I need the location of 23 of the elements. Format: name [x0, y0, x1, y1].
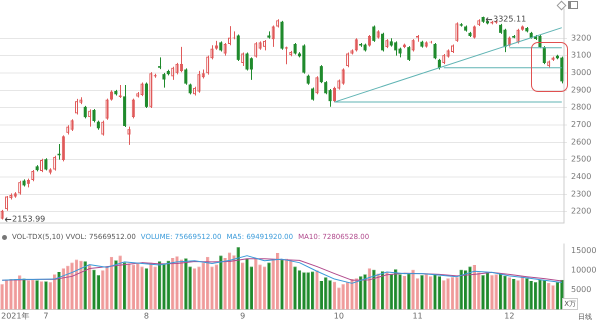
y-tick-label: 2600	[571, 137, 592, 146]
y-tick-label: 2400	[571, 172, 592, 181]
annotation: 2153.99	[12, 214, 46, 224]
x-tick-label: 11	[412, 311, 423, 320]
y-tick-label: 3000	[571, 68, 592, 78]
y-tick-label: 2200	[571, 206, 592, 216]
y-tick-label: 2300	[571, 189, 592, 198]
x-tick-label: 10	[334, 311, 344, 320]
y-tick-label: 2700	[571, 120, 592, 130]
x-tick-label: 9	[240, 311, 246, 320]
y-tick-label: 2900	[571, 85, 592, 94]
y-tick-label: 10000	[571, 266, 596, 275]
y-tick-label: 3200	[571, 33, 592, 42]
x-tick-label: 8	[144, 311, 150, 320]
y-tick-label: 15000	[571, 246, 596, 256]
x-tick-label: 7	[43, 311, 48, 320]
y-tick-label: 2800	[571, 102, 592, 112]
x-tick-label: 12	[504, 311, 514, 320]
annotation: 3325.11	[493, 14, 526, 24]
y-tick-label: 3100	[571, 50, 592, 60]
x-tick-label: 2021年	[1, 311, 30, 320]
y-tick-label: 2500	[571, 154, 592, 164]
y-tick-label: 5000	[571, 285, 592, 294]
